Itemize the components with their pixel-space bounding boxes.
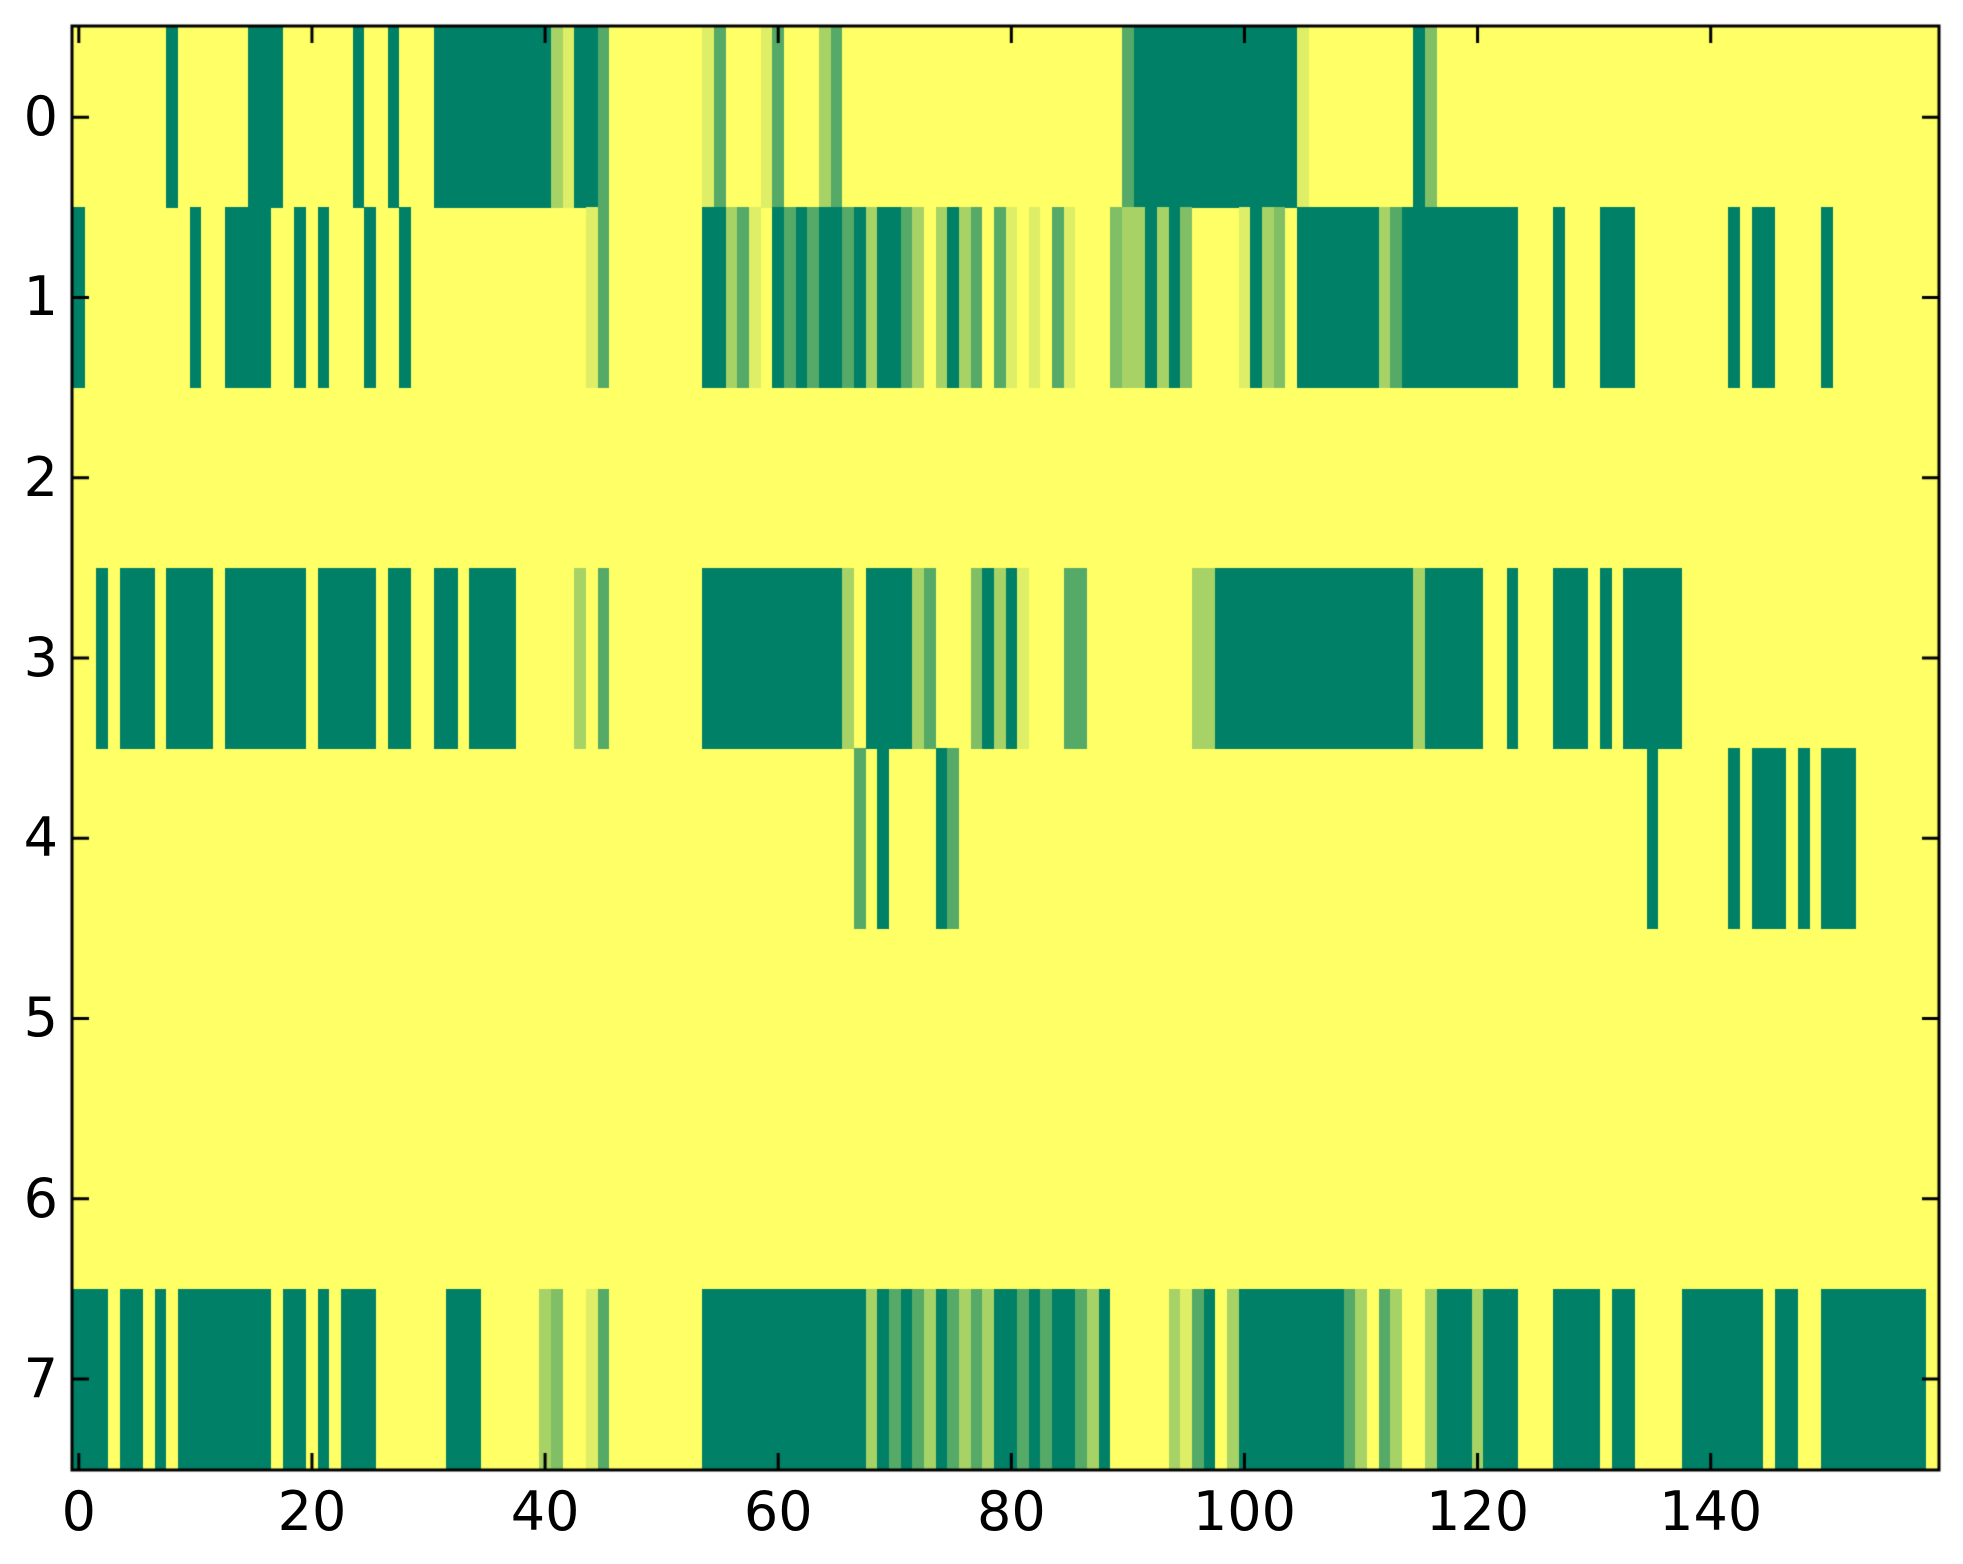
- x-tick-label: 60: [743, 1480, 813, 1543]
- x-tick-label: 40: [510, 1480, 580, 1543]
- y-tick-label: 1: [23, 265, 58, 329]
- x-tick-label: 80: [976, 1480, 1046, 1543]
- y-tick-label: 0: [23, 85, 58, 149]
- y-tick-label: 6: [23, 1166, 58, 1230]
- x-tick-label: 20: [277, 1480, 347, 1543]
- x-tick-label: 0: [61, 1480, 97, 1543]
- y-tick-label: 3: [23, 625, 58, 689]
- y-tick-label: 2: [23, 445, 58, 509]
- x-tick-label: 100: [1192, 1480, 1296, 1543]
- y-tick-label: 7: [23, 1346, 58, 1410]
- y-tick-label: 5: [23, 986, 58, 1050]
- y-tick-label: 4: [23, 806, 58, 870]
- x-tick-label: 120: [1426, 1480, 1530, 1543]
- x-tick-label: 140: [1659, 1480, 1763, 1543]
